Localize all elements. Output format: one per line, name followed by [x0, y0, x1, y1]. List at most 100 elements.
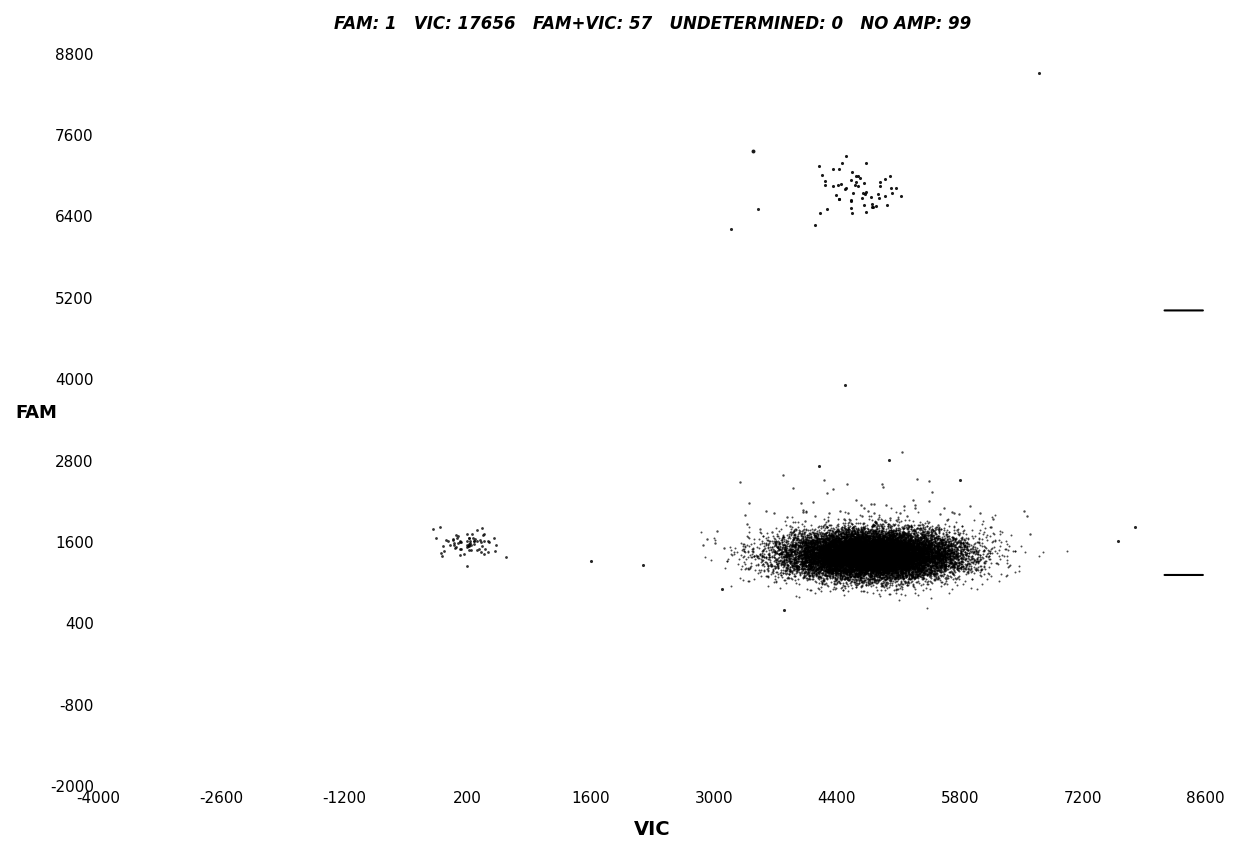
Point [820, 537, 839, 551]
Point [841, 550, 861, 564]
Point [868, 560, 888, 574]
Point [817, 560, 837, 574]
Point [866, 555, 885, 569]
Point [864, 548, 884, 562]
Point [843, 530, 863, 543]
Point [872, 532, 892, 546]
Point [882, 561, 901, 575]
Point [906, 559, 926, 572]
Point [799, 542, 818, 555]
Point [838, 553, 858, 566]
Point [848, 548, 868, 561]
Point [843, 543, 863, 556]
Point [856, 564, 875, 577]
Point [825, 538, 844, 552]
Point [866, 548, 885, 562]
Point [844, 548, 864, 561]
Point [906, 571, 926, 584]
Point [802, 560, 822, 573]
Point [879, 549, 899, 563]
Point [854, 560, 874, 574]
Point [791, 566, 811, 580]
Point [758, 534, 777, 548]
Point [937, 530, 957, 543]
Point [858, 554, 878, 568]
Point [898, 559, 918, 572]
Point [873, 549, 893, 563]
Point [785, 531, 805, 544]
Point [838, 528, 858, 542]
Point [883, 554, 903, 568]
Point [968, 550, 988, 564]
Point [883, 566, 903, 579]
Point [818, 539, 838, 553]
Point [842, 521, 862, 535]
Point [908, 528, 928, 542]
Point [904, 543, 924, 557]
Point [844, 560, 864, 573]
Point [818, 542, 838, 555]
Point [980, 568, 999, 582]
Point [838, 565, 858, 578]
Point [844, 542, 864, 555]
Point [882, 553, 901, 566]
Point [782, 572, 802, 586]
Point [872, 546, 892, 560]
Point [901, 547, 921, 560]
Point [867, 541, 887, 554]
Point [866, 546, 885, 560]
Point [836, 566, 856, 580]
Point [854, 543, 874, 557]
Point [771, 548, 791, 561]
Point [905, 558, 925, 572]
Point [904, 543, 924, 556]
Point [830, 549, 849, 563]
Point [863, 541, 883, 554]
Point [991, 567, 1011, 581]
Point [893, 550, 913, 564]
Point [868, 547, 888, 560]
Point [877, 548, 897, 562]
Point [842, 518, 862, 531]
Point [859, 558, 879, 572]
Point [866, 554, 885, 567]
Point [895, 543, 915, 557]
Point [898, 527, 918, 541]
Point [887, 544, 906, 558]
Point [859, 558, 879, 572]
Point [859, 560, 879, 574]
Point [816, 551, 836, 565]
Point [817, 521, 837, 535]
Point [868, 531, 888, 544]
Point [911, 544, 931, 558]
Point [882, 530, 901, 543]
Point [835, 517, 854, 531]
Point [913, 564, 932, 577]
Point [842, 562, 862, 576]
Point [842, 562, 862, 576]
Point [873, 560, 893, 574]
Point [890, 551, 910, 565]
Point [866, 544, 885, 558]
Point [882, 551, 901, 565]
Point [868, 547, 888, 560]
Point [921, 539, 941, 553]
Point [879, 561, 899, 575]
Point [869, 571, 889, 584]
Point [451, 543, 471, 556]
Point [887, 539, 906, 553]
Point [857, 158, 877, 171]
Point [825, 558, 844, 572]
Point [889, 547, 909, 560]
Point [968, 544, 988, 558]
Point [879, 537, 899, 551]
Point [831, 542, 851, 555]
Point [895, 548, 915, 562]
Point [885, 552, 905, 566]
Point [863, 560, 883, 574]
Point [872, 542, 892, 555]
Point [847, 559, 867, 572]
Point [825, 560, 844, 573]
Point [813, 554, 833, 568]
Point [827, 548, 847, 561]
